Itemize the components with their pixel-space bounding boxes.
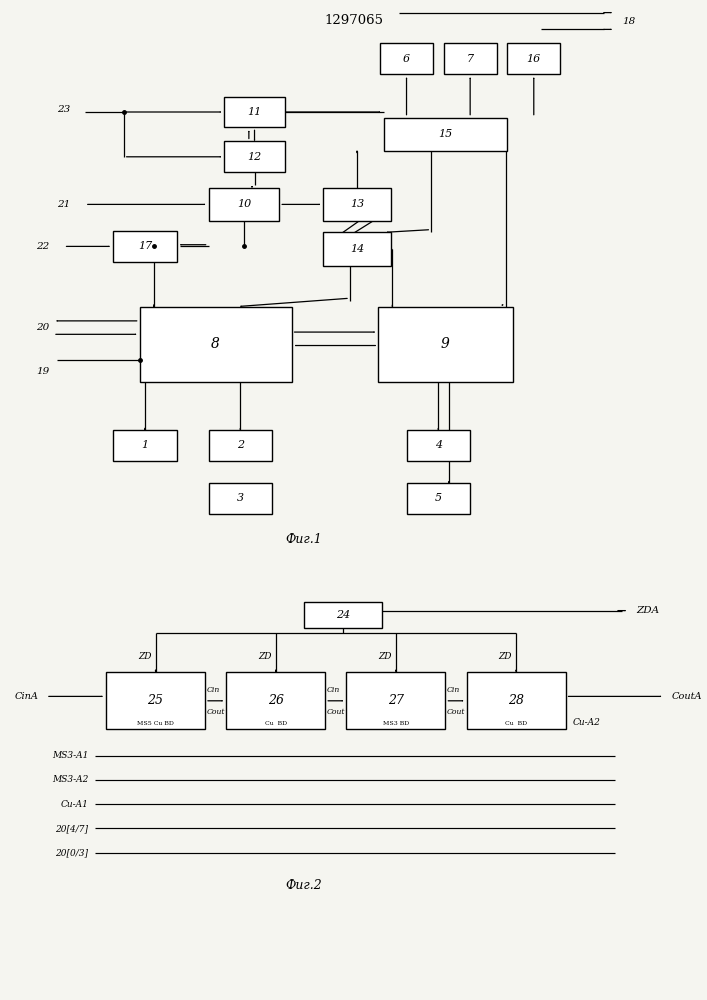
Text: Cout: Cout (327, 708, 345, 716)
Bar (106, 672, 205, 729)
Text: CoutA: CoutA (672, 692, 702, 701)
Bar (378, 307, 513, 382)
Text: MS3 BD: MS3 BD (382, 721, 409, 726)
Text: 20[4/7]: 20[4/7] (55, 824, 88, 833)
Text: 16: 16 (527, 54, 541, 64)
Bar (140, 307, 291, 382)
Text: 6: 6 (403, 54, 410, 64)
Text: 21: 21 (57, 200, 71, 209)
Text: CinA: CinA (15, 692, 39, 701)
Text: 2: 2 (237, 440, 244, 450)
Text: 28: 28 (508, 694, 524, 707)
Bar (444, 43, 496, 74)
Text: 8: 8 (211, 337, 220, 351)
Text: 9: 9 (441, 337, 450, 351)
Bar (508, 43, 561, 74)
Bar (407, 483, 470, 514)
Text: Cout: Cout (447, 708, 465, 716)
Text: MS5 Cu BD: MS5 Cu BD (137, 721, 174, 726)
Bar (209, 483, 272, 514)
Text: 5: 5 (435, 493, 442, 503)
Text: 11: 11 (247, 107, 262, 117)
Text: 7: 7 (467, 54, 474, 64)
Text: 25: 25 (148, 694, 163, 707)
Bar (380, 43, 433, 74)
Bar (226, 672, 325, 729)
Bar (304, 602, 382, 628)
Text: ZDA: ZDA (636, 606, 660, 615)
Text: 17: 17 (138, 241, 152, 251)
Text: Cin: Cin (206, 686, 220, 694)
Text: 24: 24 (336, 610, 350, 620)
Text: 22: 22 (36, 242, 49, 251)
Text: ZD: ZD (258, 652, 271, 661)
Text: Cu  BD: Cu BD (264, 721, 287, 726)
Bar (384, 118, 508, 151)
Text: Фиг.1: Фиг.1 (286, 533, 322, 546)
Text: Cin: Cin (327, 686, 340, 694)
Bar (467, 672, 566, 729)
Text: 26: 26 (268, 694, 284, 707)
Text: Си-A2: Си-A2 (573, 718, 600, 727)
Text: Си-A1: Си-A1 (61, 800, 88, 809)
Text: 18: 18 (622, 16, 636, 25)
Text: Фиг.2: Фиг.2 (286, 879, 322, 892)
Text: Cin: Cin (447, 686, 460, 694)
Text: Cu  BD: Cu BD (505, 721, 527, 726)
Text: 20: 20 (36, 323, 49, 332)
Text: MS3-A2: MS3-A2 (52, 776, 88, 784)
Text: 27: 27 (388, 694, 404, 707)
Text: 20[0/3]: 20[0/3] (55, 848, 88, 857)
Bar (113, 430, 177, 461)
Text: 3: 3 (237, 493, 244, 503)
Bar (225, 97, 284, 127)
Text: 12: 12 (247, 152, 262, 162)
Text: 10: 10 (237, 199, 251, 209)
Text: 15: 15 (438, 129, 452, 139)
Bar (324, 188, 390, 221)
Bar (113, 231, 177, 262)
Bar (324, 232, 390, 266)
Bar (225, 141, 284, 172)
Text: 4: 4 (435, 440, 442, 450)
Text: 23: 23 (57, 105, 71, 114)
Text: MS3-A1: MS3-A1 (52, 751, 88, 760)
Bar (346, 672, 445, 729)
Text: Cout: Cout (206, 708, 225, 716)
Bar (209, 430, 272, 461)
Text: 19: 19 (36, 366, 49, 375)
Text: 1297065: 1297065 (324, 14, 383, 27)
Bar (209, 188, 279, 221)
Text: 1: 1 (141, 440, 148, 450)
Text: 14: 14 (350, 244, 364, 254)
Text: 13: 13 (350, 199, 364, 209)
Bar (407, 430, 470, 461)
Text: ZD: ZD (498, 652, 512, 661)
Text: ZD: ZD (138, 652, 151, 661)
Text: ZD: ZD (378, 652, 392, 661)
